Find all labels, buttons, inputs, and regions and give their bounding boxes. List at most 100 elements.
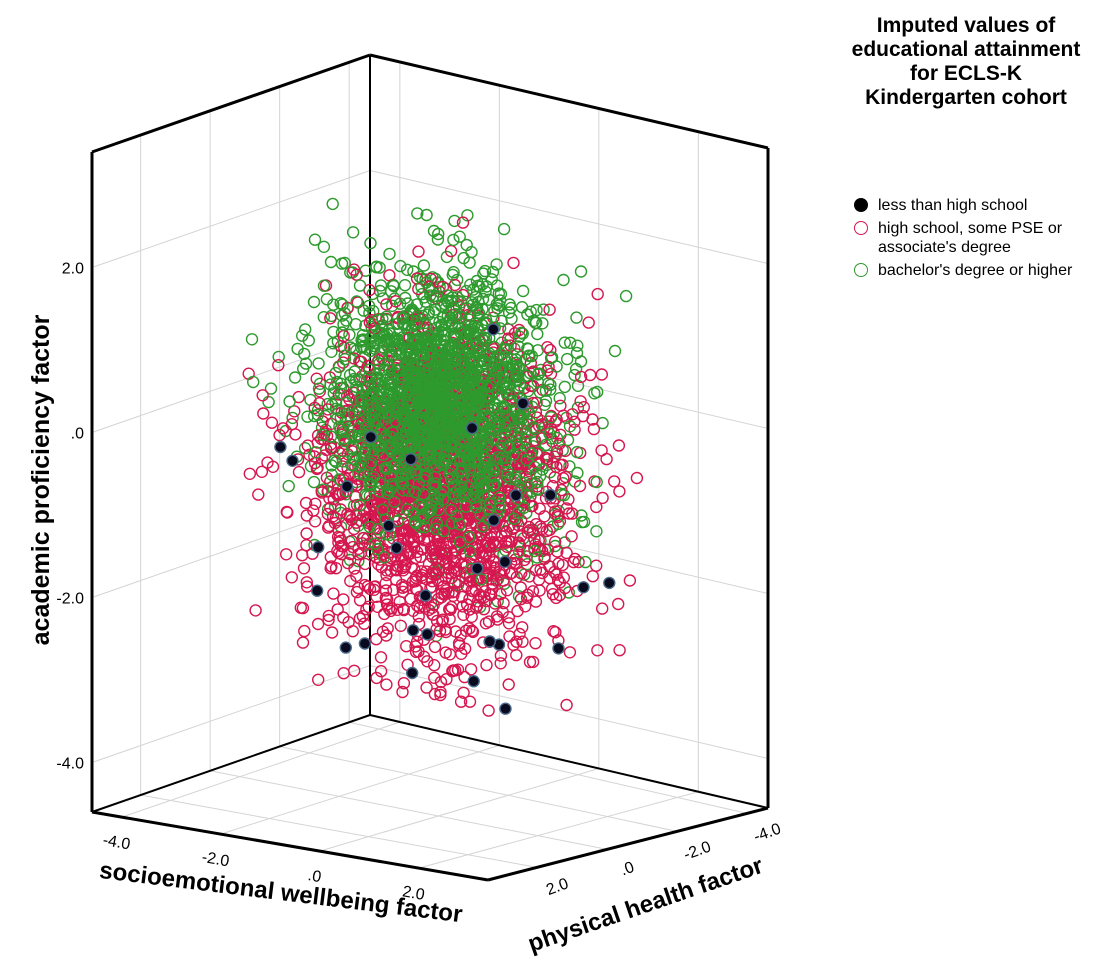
point-high-school (500, 584, 514, 597)
point-high-school (379, 577, 392, 590)
box-edge (91, 810, 489, 882)
point-bachelors (340, 396, 353, 410)
point-bachelors (378, 398, 391, 411)
legend-label: high school, some PSE or associate's deg… (878, 220, 1063, 256)
point-high-school (502, 389, 515, 402)
point-bachelors (474, 388, 487, 402)
point-bachelors (360, 420, 373, 433)
point-bachelors (507, 360, 520, 373)
point-high-school (539, 451, 552, 465)
point-bachelors (537, 303, 550, 316)
point-high-school (374, 665, 388, 678)
legend-title: Imputed values of educational attainment… (851, 14, 1081, 109)
point-bachelors (411, 443, 424, 456)
point-high-school (300, 576, 313, 589)
point-bachelors (307, 295, 321, 309)
point-high-school (466, 625, 480, 639)
filled-circle-icon (854, 198, 868, 212)
point-bachelors (501, 466, 514, 479)
point-bachelors (447, 266, 460, 279)
point-bachelors (483, 410, 496, 423)
point-high-school (521, 545, 534, 558)
point-less-than-high-school (406, 624, 420, 637)
z-tick-label: -4.0 (56, 756, 84, 773)
point-bachelors (377, 551, 391, 564)
point-high-school (459, 572, 472, 585)
point-bachelors (520, 453, 533, 467)
point-bachelors (363, 520, 376, 534)
point-bachelors (463, 326, 476, 339)
point-bachelors (495, 409, 509, 422)
point-bachelors (316, 428, 329, 442)
point-high-school (323, 371, 337, 384)
point-bachelors (512, 340, 525, 353)
point-high-school (249, 604, 262, 617)
point-bachelors (571, 379, 585, 392)
point-less-than-high-school (577, 581, 590, 594)
point-bachelors (464, 387, 477, 400)
point-bachelors (456, 470, 470, 483)
point-high-school (385, 552, 398, 565)
point-bachelors (476, 302, 489, 316)
point-high-school (414, 550, 427, 564)
point-high-school (415, 542, 428, 556)
point-high-school (324, 562, 337, 575)
point-bachelors (575, 509, 588, 522)
point-high-school (440, 673, 453, 686)
point-high-school (312, 673, 325, 686)
point-bachelors (493, 491, 506, 504)
point-high-school (416, 569, 429, 582)
z-axis-label: academic proficiency factor (27, 314, 55, 645)
point-bachelors (513, 545, 526, 558)
point-high-school (300, 527, 313, 540)
point-bachelors (478, 349, 491, 363)
point-bachelors (479, 285, 492, 298)
point-high-school (482, 704, 495, 717)
point-high-school (457, 608, 470, 621)
point-bachelors (529, 467, 543, 480)
point-bachelors (352, 421, 365, 435)
point-bachelors (363, 363, 376, 376)
point-bachelors (480, 454, 493, 468)
point-bachelors (363, 458, 376, 471)
point-high-school (308, 515, 322, 528)
point-bachelors (272, 350, 285, 364)
point-bachelors (379, 429, 393, 442)
point-less-than-high-school (364, 430, 377, 444)
point-high-school (545, 582, 559, 596)
point-high-school (350, 268, 363, 281)
x-tick-label: .0 (306, 867, 322, 886)
point-bachelors (334, 297, 347, 310)
y-tick-label: .0 (618, 859, 636, 880)
point-bachelors (439, 400, 452, 414)
point-bachelors (353, 279, 367, 292)
point-high-school (357, 503, 370, 516)
point-bachelors (466, 396, 480, 409)
point-bachelors (338, 349, 351, 362)
point-high-school (513, 323, 526, 337)
box-edge (487, 806, 769, 882)
point-bachelors (437, 334, 450, 347)
point-bachelors (550, 431, 564, 445)
point-bachelors (452, 383, 465, 397)
point-bachelors (349, 318, 362, 331)
point-bachelors (387, 480, 400, 493)
point-bachelors (514, 475, 527, 489)
point-bachelors (477, 461, 491, 474)
point-high-school (507, 638, 520, 652)
point-bachelors (441, 289, 454, 302)
point-high-school (288, 405, 301, 418)
point-bachelors (367, 471, 380, 484)
point-high-school (298, 624, 311, 638)
point-bachelors (503, 387, 516, 400)
point-bachelors (349, 453, 362, 467)
box-edge (91, 53, 371, 154)
point-high-school (549, 505, 562, 518)
z-tick-label: -2.0 (56, 591, 84, 608)
point-bachelors (531, 344, 544, 357)
point-high-school (332, 536, 345, 549)
point-bachelors (283, 395, 296, 408)
point-bachelors (429, 378, 442, 391)
point-high-school (483, 540, 496, 553)
point-high-school (347, 352, 361, 365)
